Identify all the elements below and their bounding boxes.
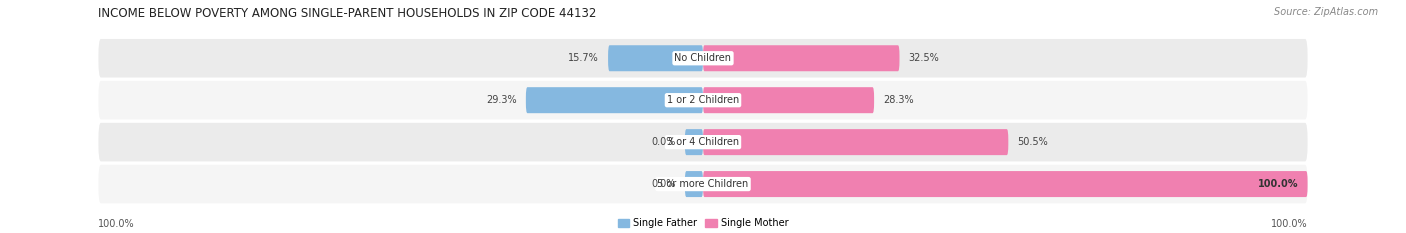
Text: 3 or 4 Children: 3 or 4 Children — [666, 137, 740, 147]
Text: 0.0%: 0.0% — [651, 179, 676, 189]
Text: 32.5%: 32.5% — [908, 53, 939, 63]
Text: No Children: No Children — [675, 53, 731, 63]
Text: INCOME BELOW POVERTY AMONG SINGLE-PARENT HOUSEHOLDS IN ZIP CODE 44132: INCOME BELOW POVERTY AMONG SINGLE-PARENT… — [98, 7, 596, 20]
FancyBboxPatch shape — [685, 171, 703, 197]
FancyBboxPatch shape — [607, 45, 703, 71]
Text: 100.0%: 100.0% — [1271, 219, 1308, 229]
Text: 100.0%: 100.0% — [1258, 179, 1299, 189]
Text: 29.3%: 29.3% — [486, 95, 517, 105]
FancyBboxPatch shape — [703, 171, 1308, 197]
Text: 15.7%: 15.7% — [568, 53, 599, 63]
Text: 0.0%: 0.0% — [651, 137, 676, 147]
FancyBboxPatch shape — [703, 45, 900, 71]
Text: 5 or more Children: 5 or more Children — [658, 179, 748, 189]
Legend: Single Father, Single Mother: Single Father, Single Mother — [617, 218, 789, 228]
Text: 28.3%: 28.3% — [883, 95, 914, 105]
FancyBboxPatch shape — [98, 39, 1308, 78]
Text: 50.5%: 50.5% — [1018, 137, 1047, 147]
FancyBboxPatch shape — [98, 81, 1308, 120]
FancyBboxPatch shape — [526, 87, 703, 113]
FancyBboxPatch shape — [703, 129, 1008, 155]
FancyBboxPatch shape — [703, 87, 875, 113]
FancyBboxPatch shape — [98, 165, 1308, 203]
FancyBboxPatch shape — [98, 123, 1308, 161]
FancyBboxPatch shape — [685, 129, 703, 155]
Text: 1 or 2 Children: 1 or 2 Children — [666, 95, 740, 105]
Text: 100.0%: 100.0% — [98, 219, 135, 229]
Text: Source: ZipAtlas.com: Source: ZipAtlas.com — [1274, 7, 1378, 17]
